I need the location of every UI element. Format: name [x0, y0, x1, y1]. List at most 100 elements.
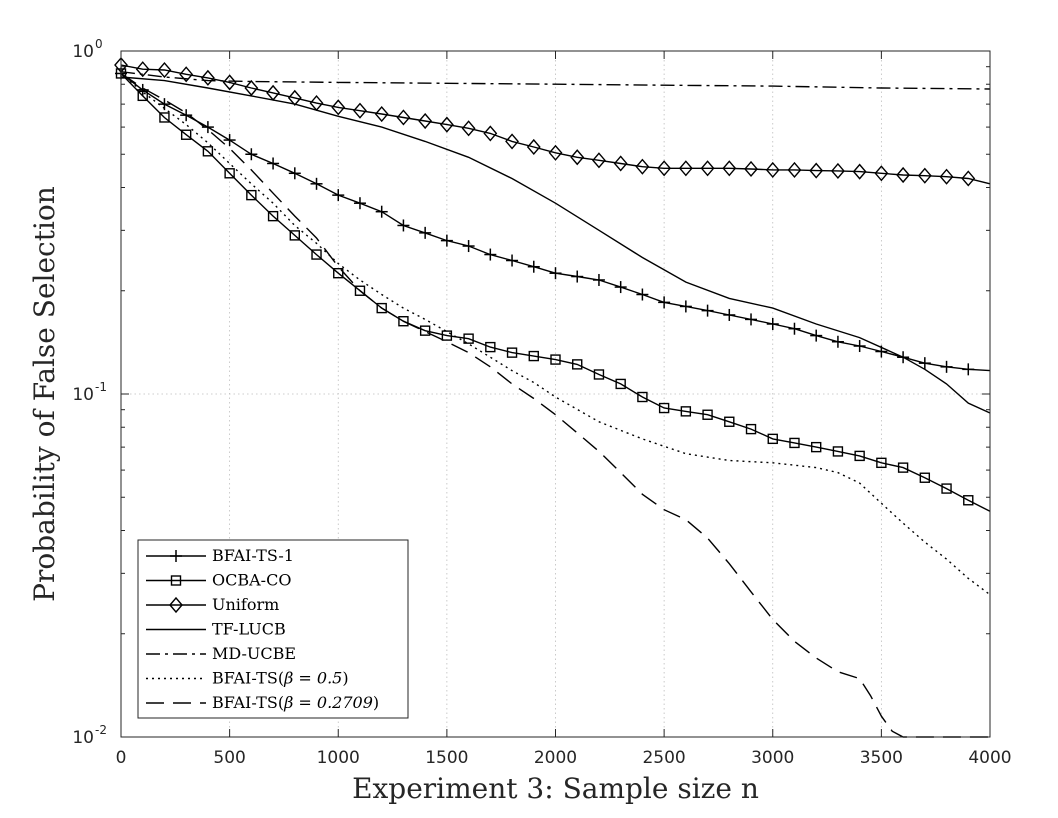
data-point-bfai-ts-1 — [853, 340, 866, 353]
data-point-ocba-co — [267, 210, 279, 222]
data-point-uniform — [548, 144, 563, 161]
data-point-bfai-ts-1 — [288, 167, 301, 180]
data-point-bfai-ts-1 — [831, 335, 844, 348]
data-point-ocba-co — [572, 359, 583, 370]
data-point-bfai-ts-1 — [788, 322, 801, 335]
data-point-bfai-ts-1 — [332, 189, 345, 202]
data-point-ocba-co — [767, 433, 778, 445]
y-tick-base: 10 — [72, 385, 94, 405]
data-point-bfai-ts-1 — [267, 157, 280, 170]
data-point-bfai-ts-1 — [375, 205, 388, 218]
data-point-ocba-co — [289, 230, 300, 241]
data-point-bfai-ts-1 — [918, 357, 931, 370]
data-point-ocba-co — [202, 146, 214, 157]
data-point-uniform — [961, 170, 976, 187]
data-point-ocba-co — [658, 402, 670, 414]
legend-label-md-ucbe: MD-UCBE — [212, 644, 296, 663]
data-point-ocba-co — [919, 472, 931, 483]
data-point-uniform — [396, 109, 411, 126]
data-point-uniform — [505, 133, 519, 150]
data-point-ocba-co — [398, 316, 409, 327]
data-point-bfai-ts-1 — [723, 308, 736, 321]
data-point-bfai-ts-1 — [180, 109, 193, 122]
data-point-bfai-ts-1 — [701, 304, 714, 317]
y-axis-label: Probability of False Selection — [28, 186, 61, 602]
data-point-ocba-co — [615, 378, 626, 390]
data-point-ocba-co — [224, 168, 235, 179]
data-point-uniform — [613, 155, 628, 172]
y-tick-label: 10 -2 — [72, 723, 107, 748]
data-point-uniform — [700, 160, 715, 177]
data-point-ocba-co — [311, 249, 322, 260]
x-tick-label: 2500 — [642, 748, 685, 768]
data-point-ocba-co — [745, 423, 757, 435]
data-point-uniform — [765, 161, 780, 179]
y-tick-base: 10 — [72, 728, 94, 748]
x-tick-label: 3500 — [860, 748, 903, 768]
data-point-bfai-ts-1 — [592, 273, 605, 286]
data-point-ocba-co — [180, 129, 192, 140]
data-point-ocba-co — [419, 325, 431, 336]
data-point-uniform — [896, 166, 911, 184]
data-point-uniform — [592, 152, 606, 169]
data-point-ocba-co — [811, 441, 822, 453]
data-point-ocba-co — [159, 112, 170, 123]
legend-entry-tf-lucb: TF-LUCB — [146, 620, 286, 639]
data-point-ocba-co — [789, 437, 800, 449]
data-point-uniform — [635, 158, 650, 175]
data-point-ocba-co — [637, 391, 648, 403]
legend-label-uniform: Uniform — [212, 595, 279, 614]
data-point-uniform — [657, 160, 672, 177]
data-point-ocba-co — [876, 457, 887, 469]
x-tick-label: 3000 — [751, 748, 794, 768]
series-uniform — [114, 56, 991, 187]
data-point-uniform — [787, 161, 802, 179]
data-point-ocba-co — [593, 369, 605, 380]
x-tick-label: 2000 — [534, 748, 577, 768]
data-point-ocba-co — [854, 450, 865, 462]
data-point-ocba-co — [680, 406, 692, 417]
y-tick-exponent: 0 — [95, 37, 103, 51]
legend-marker-ocba-co — [170, 575, 182, 586]
data-point-uniform — [418, 112, 433, 130]
data-point-bfai-ts-1 — [527, 260, 540, 273]
legend-entry-md-ucbe: MD-UCBE — [146, 644, 296, 663]
series-line-tf-lucb — [120, 76, 991, 414]
y-tick-exponent: -2 — [95, 723, 107, 737]
data-point-uniform — [135, 61, 150, 78]
data-point-ocba-co — [528, 350, 539, 362]
data-point-bfai-ts-1 — [636, 288, 649, 301]
series-line-md-ucbe — [120, 71, 991, 90]
data-point-uniform — [809, 162, 824, 179]
data-point-bfai-ts-1 — [310, 177, 323, 190]
data-point-uniform — [331, 99, 346, 116]
data-point-uniform — [831, 162, 845, 180]
data-point-uniform — [570, 149, 585, 166]
data-point-uniform — [526, 138, 541, 156]
data-point-uniform — [439, 116, 454, 133]
data-point-bfai-ts-1 — [658, 296, 671, 309]
legend-entry-uniform: Uniform — [146, 595, 279, 614]
series-md-ucbe — [120, 71, 991, 90]
legend-marker-bfai-ts-1 — [170, 550, 182, 562]
data-point-uniform — [874, 165, 889, 182]
data-point-bfai-ts-1 — [353, 197, 366, 210]
data-point-ocba-co — [550, 354, 561, 365]
data-point-ocba-co — [941, 483, 952, 494]
data-point-uniform — [852, 163, 867, 180]
data-point-uniform — [744, 160, 758, 178]
data-point-ocba-co — [485, 341, 496, 353]
legend-label-ocba-co: OCBA-CO — [212, 571, 291, 590]
data-point-ocba-co — [441, 330, 453, 341]
data-point-ocba-co — [702, 409, 713, 420]
data-point-uniform — [939, 168, 954, 185]
data-point-uniform — [917, 167, 932, 184]
data-point-bfai-ts-1 — [745, 313, 758, 326]
data-point-uniform — [200, 69, 215, 86]
series-tf-lucb — [120, 76, 991, 414]
data-point-ocba-co — [463, 333, 474, 344]
data-point-uniform — [483, 125, 498, 142]
data-point-bfai-ts-1 — [506, 254, 519, 267]
data-point-bfai-ts-1 — [462, 240, 475, 253]
